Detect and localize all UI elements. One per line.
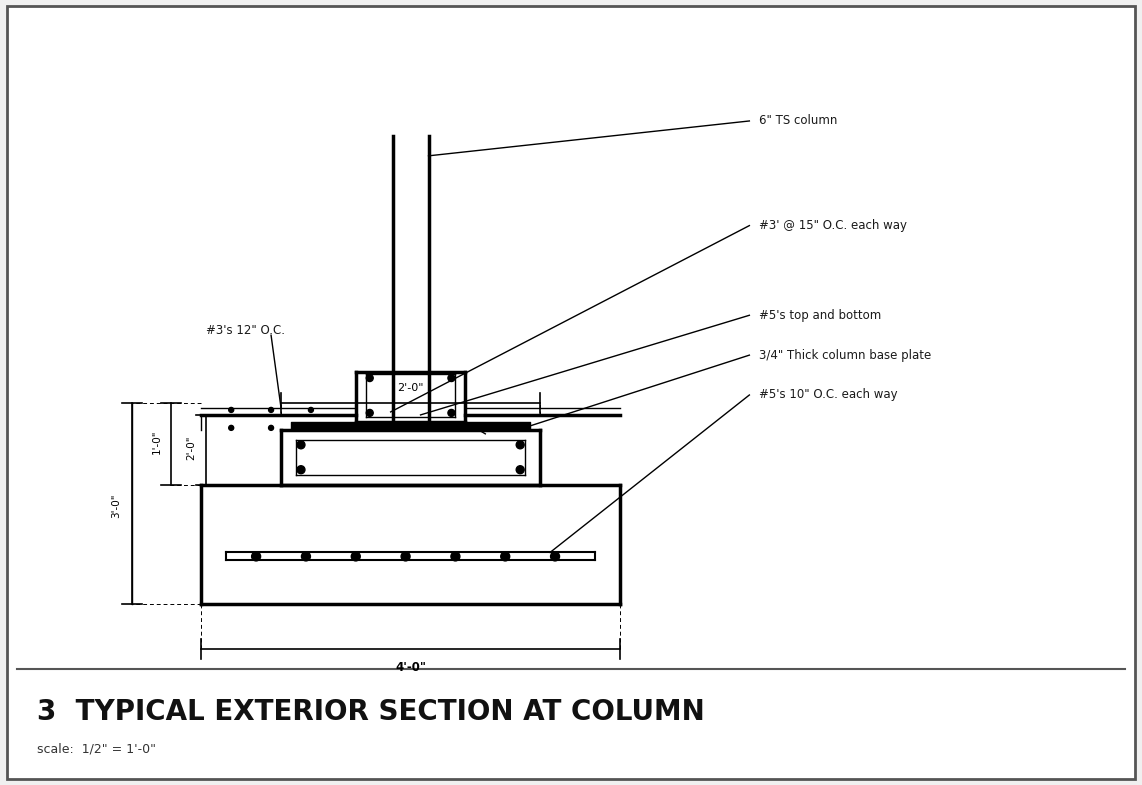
Circle shape [228,407,234,412]
Circle shape [297,441,305,449]
Circle shape [451,552,460,561]
Text: 6" TS column: 6" TS column [759,115,838,127]
Circle shape [516,466,524,473]
Text: 2'-0": 2'-0" [186,435,196,459]
Circle shape [448,374,455,382]
Text: #3's 12" O.C.: #3's 12" O.C. [207,323,286,337]
Circle shape [550,552,560,561]
Text: scale:  1/2" = 1'-0": scale: 1/2" = 1'-0" [37,743,156,755]
Text: 4'-0": 4'-0" [395,660,426,674]
Text: 1'-0": 1'-0" [152,429,161,454]
Circle shape [352,552,360,561]
Circle shape [297,466,305,473]
FancyBboxPatch shape [7,6,1135,779]
Circle shape [308,407,313,412]
Circle shape [448,410,455,416]
Text: #3' @ 15" O.C. each way: #3' @ 15" O.C. each way [759,219,908,232]
Circle shape [268,425,274,430]
Circle shape [401,552,410,561]
Circle shape [367,410,373,416]
Text: 2'-0": 2'-0" [397,383,424,393]
Circle shape [308,425,313,430]
Circle shape [251,552,260,561]
Circle shape [301,552,311,561]
Circle shape [516,441,524,449]
Circle shape [268,407,274,412]
Circle shape [500,552,509,561]
Text: #5's top and bottom: #5's top and bottom [759,309,882,322]
Text: 3/4" Thick column base plate: 3/4" Thick column base plate [759,349,932,362]
Text: #5's 10" O.C. each way: #5's 10" O.C. each way [759,389,898,401]
Text: 3  TYPICAL EXTERIOR SECTION AT COLUMN: 3 TYPICAL EXTERIOR SECTION AT COLUMN [37,698,705,726]
Circle shape [228,425,234,430]
Text: 3'-0": 3'-0" [112,494,121,518]
Circle shape [367,374,373,382]
